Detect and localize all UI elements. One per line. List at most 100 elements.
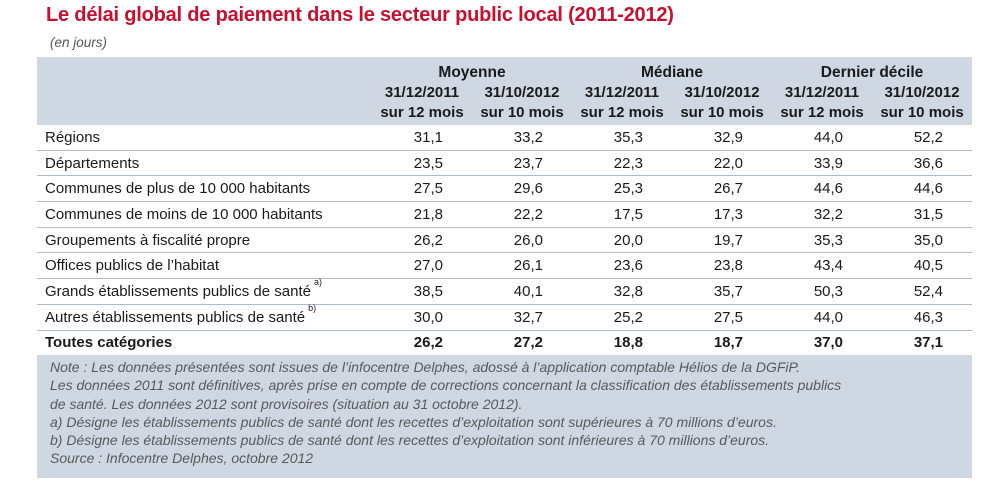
table-cell: 40,1	[472, 278, 572, 305]
total-cell: 27,2	[513, 334, 543, 352]
table-cell: 25,2	[572, 304, 672, 331]
row-label: Groupements à fiscalité propre	[37, 227, 372, 254]
table-cell: 26,1	[472, 252, 572, 280]
row-label: Communes de plus de 10 000 habitants	[37, 175, 372, 203]
note-line: Note : Les données présentées sont issue…	[50, 359, 800, 375]
row-label: Communes de moins de 10 000 habitants	[37, 201, 372, 228]
table-cell: 19,7	[672, 227, 773, 254]
table-cell: 25,3	[572, 175, 672, 203]
total-label: Toutes catégories	[45, 334, 173, 352]
table-cell: 33,2	[472, 125, 572, 151]
table-cell: 23,7	[472, 150, 572, 177]
total-row: Toutes catégories 26,2 27,2 18,8 18,7 37…	[37, 330, 972, 355]
table-cell: 31,1	[372, 125, 472, 151]
table-cell: 33,9	[772, 150, 873, 177]
footnote-marker: b)	[308, 302, 317, 313]
group-header-moyenne: Moyenne	[438, 64, 506, 81]
table-cell: 52,4	[872, 278, 973, 305]
table-row: Grands établissements publics de santéa)…	[37, 277, 973, 305]
sub-header-row: 31/12/2011 sur 12 mois 31/10/2012 sur 10 m…	[37, 83, 973, 125]
total-cell: 37,1	[913, 334, 944, 352]
table-cell: 23,6	[572, 252, 672, 280]
table-cell: 27,0	[372, 252, 472, 280]
table-cell: 32,7	[472, 304, 572, 331]
header-blank	[37, 57, 372, 83]
sub-header: 31/12/2011 sur 12 mois	[572, 83, 672, 125]
table-cell: 27,5	[672, 304, 773, 331]
table-cell: 46,3	[872, 304, 973, 331]
sub-header-period: sur 10 mois	[680, 104, 764, 121]
group-header-mediane: Médiane	[641, 64, 704, 81]
row-label: Régions	[37, 125, 372, 151]
table-cell: 23,8	[672, 252, 773, 280]
table-cell: 36,6	[872, 150, 973, 177]
table-cell: 22,2	[472, 201, 572, 228]
sub-header-period: sur 12 mois	[780, 104, 864, 121]
table-row: Régions 31,1 33,2 35,3 32,9 44,0 52,2	[37, 125, 973, 151]
table-cell: 22,3	[572, 150, 672, 177]
table-cell: 17,5	[572, 201, 672, 228]
row-label: Autres établissements publics de santéb)	[37, 302, 372, 331]
sub-header-date: 31/10/2012	[684, 84, 760, 101]
row-label-text: Communes de plus de 10 000 habitants	[45, 180, 311, 198]
row-label: Offices publics de l’habitat	[37, 252, 372, 280]
table-row: Communes de moins de 10 000 habitants 21…	[37, 201, 973, 228]
table-cell: 30,0	[372, 304, 472, 331]
table-cell: 38,5	[372, 278, 472, 305]
row-label-text: Départements	[45, 154, 140, 172]
sub-header: 31/10/2012 sur 10 mois	[872, 83, 972, 125]
footnote-b: b) Désigne les établissements publics de…	[50, 432, 770, 449]
sub-header-date: 31/12/2011	[584, 84, 660, 101]
total-cell: 26,2	[413, 334, 443, 352]
table-cell: 17,3	[672, 201, 773, 228]
table-cell: 26,2	[372, 227, 472, 254]
total-cell: 18,8	[613, 334, 643, 352]
table-cell: 35,0	[872, 227, 973, 254]
row-label-text: Offices publics de l’habitat	[45, 257, 219, 275]
table-cell: 22,0	[672, 150, 773, 177]
table-cell: 31,5	[872, 201, 973, 228]
total-cell: 37,0	[813, 334, 844, 352]
header-blank	[37, 83, 372, 125]
row-label: Départements	[37, 150, 372, 177]
sub-header-period: sur 12 mois	[380, 104, 464, 121]
sub-header-period: sur 10 mois	[480, 104, 564, 121]
group-header-dernier-decile: Dernier décile	[820, 64, 924, 81]
table-row: Départements 23,5 23,7 22,3 22,0 33,9 36…	[37, 150, 973, 177]
sub-header-period: sur 12 mois	[580, 104, 664, 121]
sub-header: 31/10/2012 sur 10 mois	[472, 83, 572, 125]
sub-header-date: 31/12/2011	[384, 84, 460, 101]
sub-header-date: 31/10/2012	[884, 84, 960, 101]
table-cell: 35,3	[572, 125, 672, 151]
footnote-a: a) Désigne les établissements publics de…	[50, 413, 777, 430]
table-cell: 35,7	[672, 278, 773, 305]
table-cell: 35,3	[772, 227, 873, 254]
sub-header-period: sur 10 mois	[880, 104, 964, 121]
sub-header: 31/12/2011 sur 12 mois	[372, 83, 472, 125]
table-row: Communes de plus de 10 000 habitants 27,…	[37, 175, 973, 203]
row-label-text: Régions	[45, 128, 101, 146]
table-row: Autres établissements publics de santéb)…	[37, 302, 973, 331]
table-body: Régions 31,1 33,2 35,3 32,9 44,0 52,2 Dé…	[37, 125, 973, 355]
table-cell: 26,0	[472, 227, 572, 254]
table-cell: 32,8	[572, 278, 672, 305]
table-cell: 29,6	[472, 175, 572, 203]
notes-box: Note : Les données présentées sont issue…	[37, 355, 972, 478]
table-row: Groupements à fiscalité propre 26,2 26,0…	[37, 227, 973, 254]
page-title: Le délai global de paiement dans le sect…	[46, 4, 674, 26]
row-label-text: Groupements à fiscalité propre	[45, 231, 251, 249]
note-line: de santé. Les données 2012 sont provisoi…	[50, 395, 523, 412]
sub-header: 31/12/2011 sur 12 mois	[772, 83, 872, 125]
table-cell: 44,6	[872, 175, 973, 203]
row-label-text: Grands établissements publics de santé	[45, 282, 311, 300]
table-cell: 32,9	[672, 125, 773, 151]
table-cell: 52,2	[872, 125, 973, 151]
table-cell: 27,5	[372, 175, 472, 203]
sub-header-date: 31/12/2011	[784, 84, 860, 101]
row-label: Grands établissements publics de santéa)	[37, 277, 372, 305]
row-label-text: Communes de moins de 10 000 habitants	[45, 205, 323, 223]
table-cell: 21,8	[372, 201, 472, 228]
total-cell: 18,7	[713, 334, 744, 352]
sub-header: 31/10/2012 sur 10 mois	[672, 83, 772, 125]
table-cell: 44,6	[772, 175, 873, 203]
